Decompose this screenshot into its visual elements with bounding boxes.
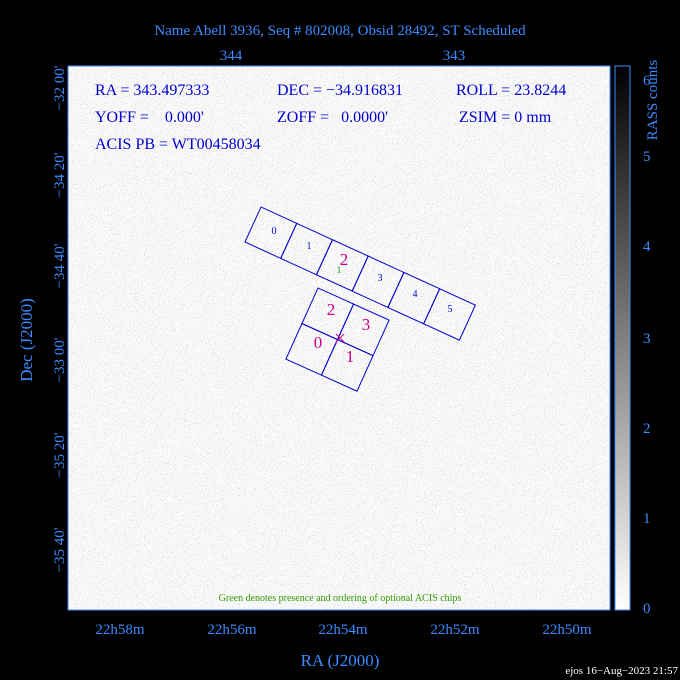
acis-i-labels: 2 3 0 1: [314, 300, 371, 366]
left-tick-label: −34 20': [52, 152, 68, 197]
bottom-tick-label: 22h58m: [95, 622, 145, 638]
top-tick-label: 344: [220, 48, 243, 64]
info-dec: DEC = −34.916831: [277, 82, 403, 99]
chip-label: 2: [327, 300, 336, 319]
x-axis-title: RA (J2000): [301, 651, 380, 670]
plot-frame: [67, 65, 611, 611]
bottom-tick-label: 22h56m: [207, 622, 257, 638]
sky-image: [68, 66, 610, 610]
left-axis: −32 00' −34 20' −34 40' −33 00' −35 20' …: [17, 65, 68, 572]
chip: [320, 338, 374, 392]
info-roll: ROLL = 23.8244: [456, 82, 566, 99]
bottom-tick-label: 22h50m: [542, 622, 592, 638]
title: Name Abell 3936, Seq # 802008, Obsid 284…: [154, 23, 526, 39]
colorbar-label: 4: [643, 239, 651, 255]
colorbar-label: 6: [643, 73, 651, 89]
info-ra: RA = 343.497333: [95, 82, 209, 99]
optional-order-label: 1: [337, 265, 342, 275]
chip-label: 0: [314, 333, 323, 352]
info-yoff: YOFF = 0.000': [95, 109, 204, 126]
colorbar-title: RASS counts: [645, 60, 661, 141]
info-zsim: ZSIM = 0 mm: [459, 109, 552, 126]
chip-label: 4: [413, 289, 418, 300]
chip-label: 1: [307, 241, 312, 252]
acis-i: [285, 287, 390, 392]
top-tick-label: 343: [443, 48, 466, 64]
y-axis-title: Dec (J2000): [17, 298, 36, 382]
bottom-tick-label: 22h52m: [430, 622, 480, 638]
left-tick-label: −32 00': [52, 65, 68, 110]
aimpoint: [335, 333, 345, 343]
colorbar-axis: 0 1 2 3 4 5 6 RASS counts: [643, 60, 661, 617]
footer: ejos 16−Aug−2023 21:57: [565, 665, 678, 677]
left-tick-label: −33 00': [52, 337, 68, 382]
colorbar: [614, 65, 631, 611]
info-zoff: ZOFF = 0.0000': [277, 109, 388, 126]
left-tick-label: −34 40': [52, 243, 68, 288]
colorbar-label: 1: [643, 511, 651, 527]
chip-label: 1: [346, 347, 355, 366]
chip: [422, 288, 477, 341]
colorbar-label: 5: [643, 149, 651, 165]
bottom-tick-label: 22h54m: [318, 622, 368, 638]
optional-chip-label: 2: [340, 250, 349, 269]
acis-s-labels: 0 1 3 4 5 2 1: [272, 226, 453, 315]
chip-label: 3: [378, 273, 383, 284]
note: Green denotes presence and ordering of o…: [219, 593, 462, 604]
info-acis-pb: ACIS PB = WT00458034: [95, 136, 261, 153]
colorbar-label: 3: [643, 331, 651, 347]
chip-label: 3: [362, 315, 371, 334]
acis-s: [244, 206, 477, 341]
colorbar-label: 0: [643, 601, 651, 617]
left-tick-label: −35 40': [52, 527, 68, 572]
chip-label: 0: [272, 226, 277, 237]
chip-label: 5: [448, 304, 453, 315]
info: RA = 343.497333 DEC = −34.916831 ROLL = …: [95, 82, 566, 153]
bottom-axis: 22h58m 22h56m 22h54m 22h52m 22h50m RA (J…: [95, 622, 592, 670]
colorbar-label: 2: [643, 421, 651, 437]
left-tick-label: −35 20': [52, 432, 68, 477]
